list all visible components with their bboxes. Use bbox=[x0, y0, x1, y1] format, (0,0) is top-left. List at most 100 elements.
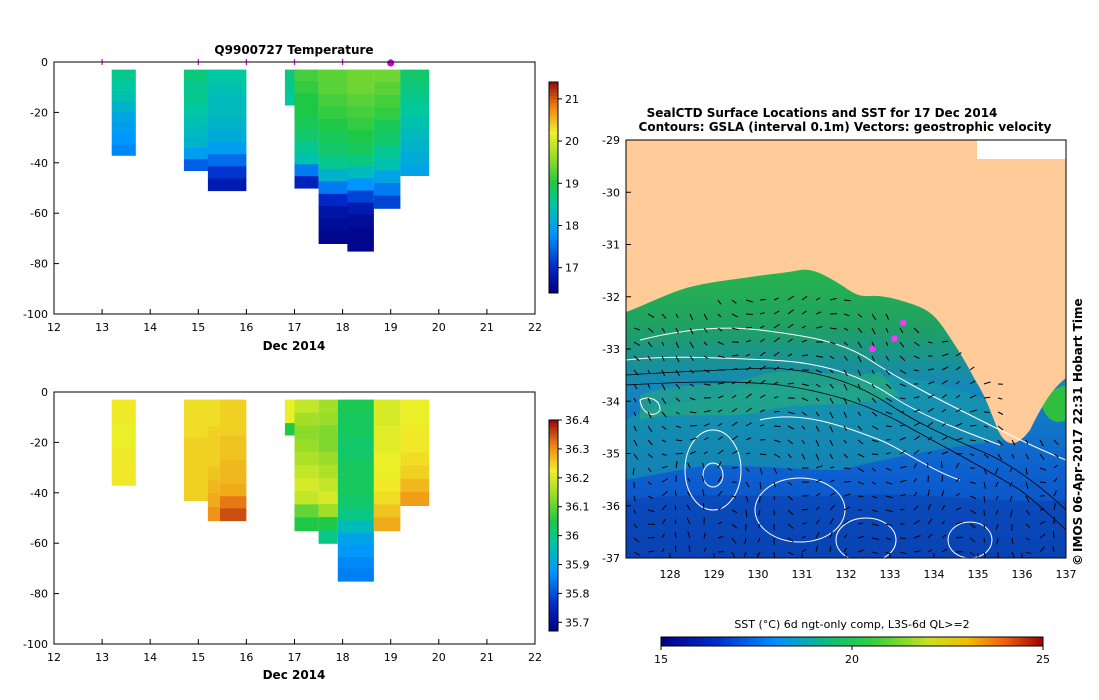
profile-cell bbox=[294, 399, 319, 414]
velocity-vector bbox=[843, 520, 849, 525]
velocity-vector bbox=[759, 365, 766, 371]
profile-cell bbox=[337, 411, 374, 425]
colorbar-segment bbox=[549, 201, 558, 206]
velocity-vector bbox=[927, 368, 934, 371]
velocity-vector bbox=[661, 518, 666, 525]
velocity-vector bbox=[927, 381, 935, 385]
velocity-vector bbox=[955, 394, 961, 399]
lat-tick-label: -31 bbox=[602, 239, 620, 252]
velocity-vector bbox=[633, 355, 640, 362]
colorbar-segment bbox=[549, 243, 558, 248]
velocity-vector bbox=[843, 411, 848, 418]
profile-cell bbox=[207, 93, 247, 107]
velocity-vector bbox=[955, 352, 962, 357]
colorbar-segment bbox=[549, 268, 558, 273]
y-tick-label: -60 bbox=[30, 537, 48, 550]
profile-cell bbox=[318, 181, 348, 195]
temperature-x-ticks: 12 13 14 15 16 17 18 19 20 21 22 bbox=[47, 309, 542, 334]
velocity-vector bbox=[885, 313, 890, 320]
velocity-vector bbox=[632, 467, 635, 475]
colorbar-segment bbox=[549, 82, 558, 87]
velocity-vector bbox=[717, 490, 723, 497]
profile-cell bbox=[219, 496, 247, 509]
velocity-vector bbox=[773, 439, 781, 443]
colorbar-segment bbox=[549, 169, 558, 174]
profile-cell bbox=[219, 399, 247, 413]
velocity-vector bbox=[871, 509, 879, 513]
profile-cell bbox=[183, 399, 208, 413]
velocity-vector bbox=[745, 452, 751, 455]
velocity-vector bbox=[913, 435, 920, 441]
velocity-vector bbox=[983, 495, 986, 503]
colorbar-segment bbox=[549, 564, 558, 569]
velocity-vector bbox=[689, 450, 697, 455]
velocity-vector bbox=[927, 407, 934, 413]
profile-cell bbox=[183, 475, 208, 489]
y-tick-label: -40 bbox=[30, 487, 48, 500]
velocity-vector bbox=[787, 338, 793, 343]
profile-cell bbox=[318, 517, 338, 531]
colorbar-segment bbox=[549, 85, 558, 90]
velocity-vector bbox=[759, 312, 765, 315]
profile-cell bbox=[111, 424, 136, 437]
velocity-vector bbox=[633, 327, 640, 331]
profile-cell bbox=[294, 140, 319, 153]
velocity-vector bbox=[801, 425, 806, 430]
seal-location-marker bbox=[900, 319, 907, 327]
colorbar-segment bbox=[549, 578, 558, 583]
velocity-vector bbox=[731, 450, 739, 455]
velocity-vector bbox=[1053, 477, 1058, 483]
colorbar-segment bbox=[549, 257, 558, 262]
velocity-vector bbox=[1052, 545, 1055, 553]
velocity-vector bbox=[829, 355, 835, 360]
profile-cell bbox=[400, 426, 430, 440]
colorbar-segment bbox=[549, 254, 558, 259]
profile-cell bbox=[347, 202, 374, 216]
temperature-x-label: Dec 2014 bbox=[263, 339, 326, 353]
colorbar-segment bbox=[549, 92, 558, 97]
profile-cell bbox=[219, 508, 247, 522]
velocity-vector bbox=[829, 517, 835, 525]
velocity-vector bbox=[633, 537, 640, 543]
velocity-vector bbox=[674, 545, 677, 553]
velocity-vector bbox=[717, 449, 724, 455]
colorbar-segment bbox=[549, 205, 558, 210]
x-tick-label: 21 bbox=[480, 321, 494, 334]
colorbar-segment bbox=[549, 427, 558, 432]
velocity-vector bbox=[633, 383, 638, 390]
colorbar-segment bbox=[549, 198, 558, 203]
colorbar-tick-label: 35.9 bbox=[565, 559, 590, 572]
velocity-vector bbox=[829, 297, 837, 301]
velocity-vector bbox=[997, 439, 1003, 446]
x-tick-label: 13 bbox=[95, 651, 109, 664]
colorbar-segment bbox=[549, 173, 558, 178]
colorbar-tick-label: 17 bbox=[565, 262, 579, 275]
y-tick-label: 0 bbox=[41, 56, 48, 69]
colorbar-segment bbox=[549, 536, 558, 541]
velocity-vector bbox=[1025, 551, 1032, 555]
profile-cell bbox=[294, 491, 319, 505]
velocity-vector bbox=[743, 551, 747, 557]
velocity-vector bbox=[686, 517, 691, 525]
colorbar-segment bbox=[549, 240, 558, 245]
profile-cell bbox=[400, 93, 430, 106]
velocity-vector bbox=[731, 495, 737, 498]
colorbar-segment bbox=[549, 504, 558, 509]
profile-cell bbox=[318, 530, 338, 544]
profile-cell bbox=[207, 166, 247, 179]
colorbar-segment bbox=[549, 497, 558, 502]
velocity-vector bbox=[995, 495, 999, 501]
velocity-vector bbox=[885, 452, 891, 455]
velocity-vector bbox=[969, 551, 975, 556]
velocity-vector bbox=[871, 397, 877, 403]
velocity-vector bbox=[787, 523, 794, 529]
velocity-vector bbox=[899, 479, 907, 483]
colorbar-segment bbox=[549, 219, 558, 224]
velocity-vector bbox=[703, 532, 706, 539]
profile-cell bbox=[294, 452, 319, 466]
velocity-vector bbox=[997, 425, 1004, 431]
velocity-vector bbox=[787, 323, 794, 329]
velocity-vector bbox=[759, 379, 766, 385]
velocity-vector bbox=[773, 381, 779, 385]
